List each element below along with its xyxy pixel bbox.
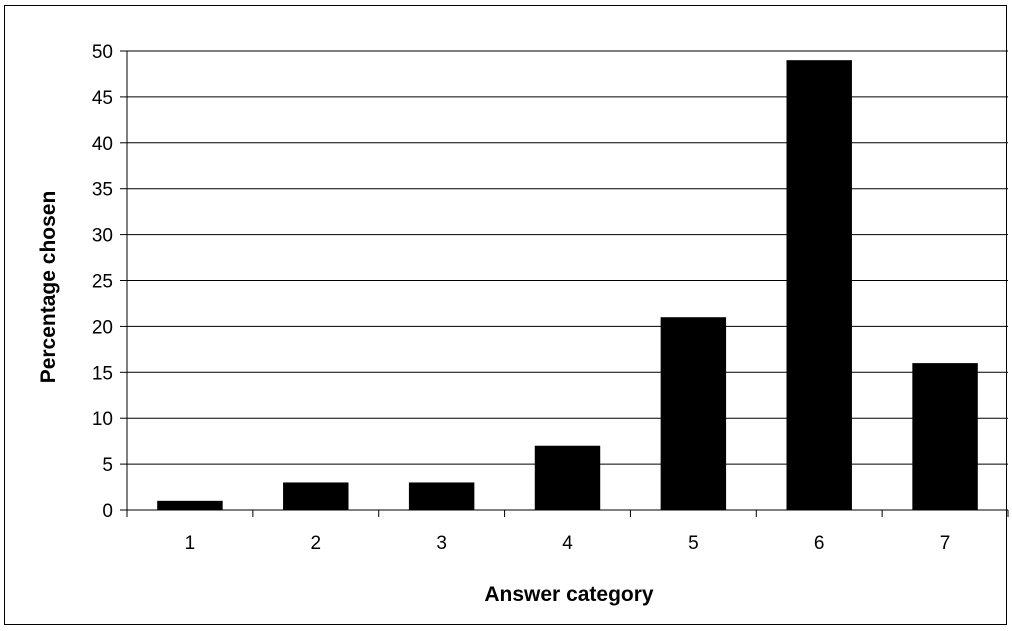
y-tick-label: 0 [102, 501, 113, 522]
bar [912, 363, 978, 510]
x-axis-title: Answer category [484, 583, 654, 606]
y-tick-label: 10 [92, 409, 113, 430]
gridlines [127, 50, 1008, 465]
bar [408, 482, 475, 510]
y-tick-label: 30 [92, 226, 113, 247]
bar [660, 317, 727, 510]
x-tick-label: 2 [310, 533, 321, 554]
bar [786, 60, 852, 511]
x-tick-label: 1 [185, 533, 196, 554]
y-tick-label: 15 [92, 363, 113, 384]
bar [157, 500, 223, 510]
x-tick-label: 4 [562, 533, 573, 554]
axes [120, 50, 1009, 517]
y-tick-label: 35 [92, 180, 113, 201]
x-tick-labels: 1 2 3 4 5 6 7 [185, 533, 951, 554]
y-tick-label: 20 [92, 317, 113, 338]
y-tick-label: 50 [92, 42, 113, 63]
y-tick-label: 45 [92, 88, 113, 109]
y-tick-label: 40 [92, 134, 113, 155]
x-tick-label: 7 [940, 533, 951, 554]
x-tick-label: 6 [814, 533, 825, 554]
x-tick-label: 5 [688, 533, 699, 554]
y-tick-label: 5 [102, 455, 113, 476]
bar [534, 445, 601, 510]
y-axis-title: Percentage chosen [37, 191, 60, 384]
y-tick-labels: 0 5 10 15 20 25 30 35 40 45 50 [92, 42, 113, 522]
x-tick-label: 3 [436, 533, 447, 554]
bar [283, 482, 349, 510]
y-tick-label: 25 [92, 272, 113, 293]
bars [157, 60, 978, 511]
